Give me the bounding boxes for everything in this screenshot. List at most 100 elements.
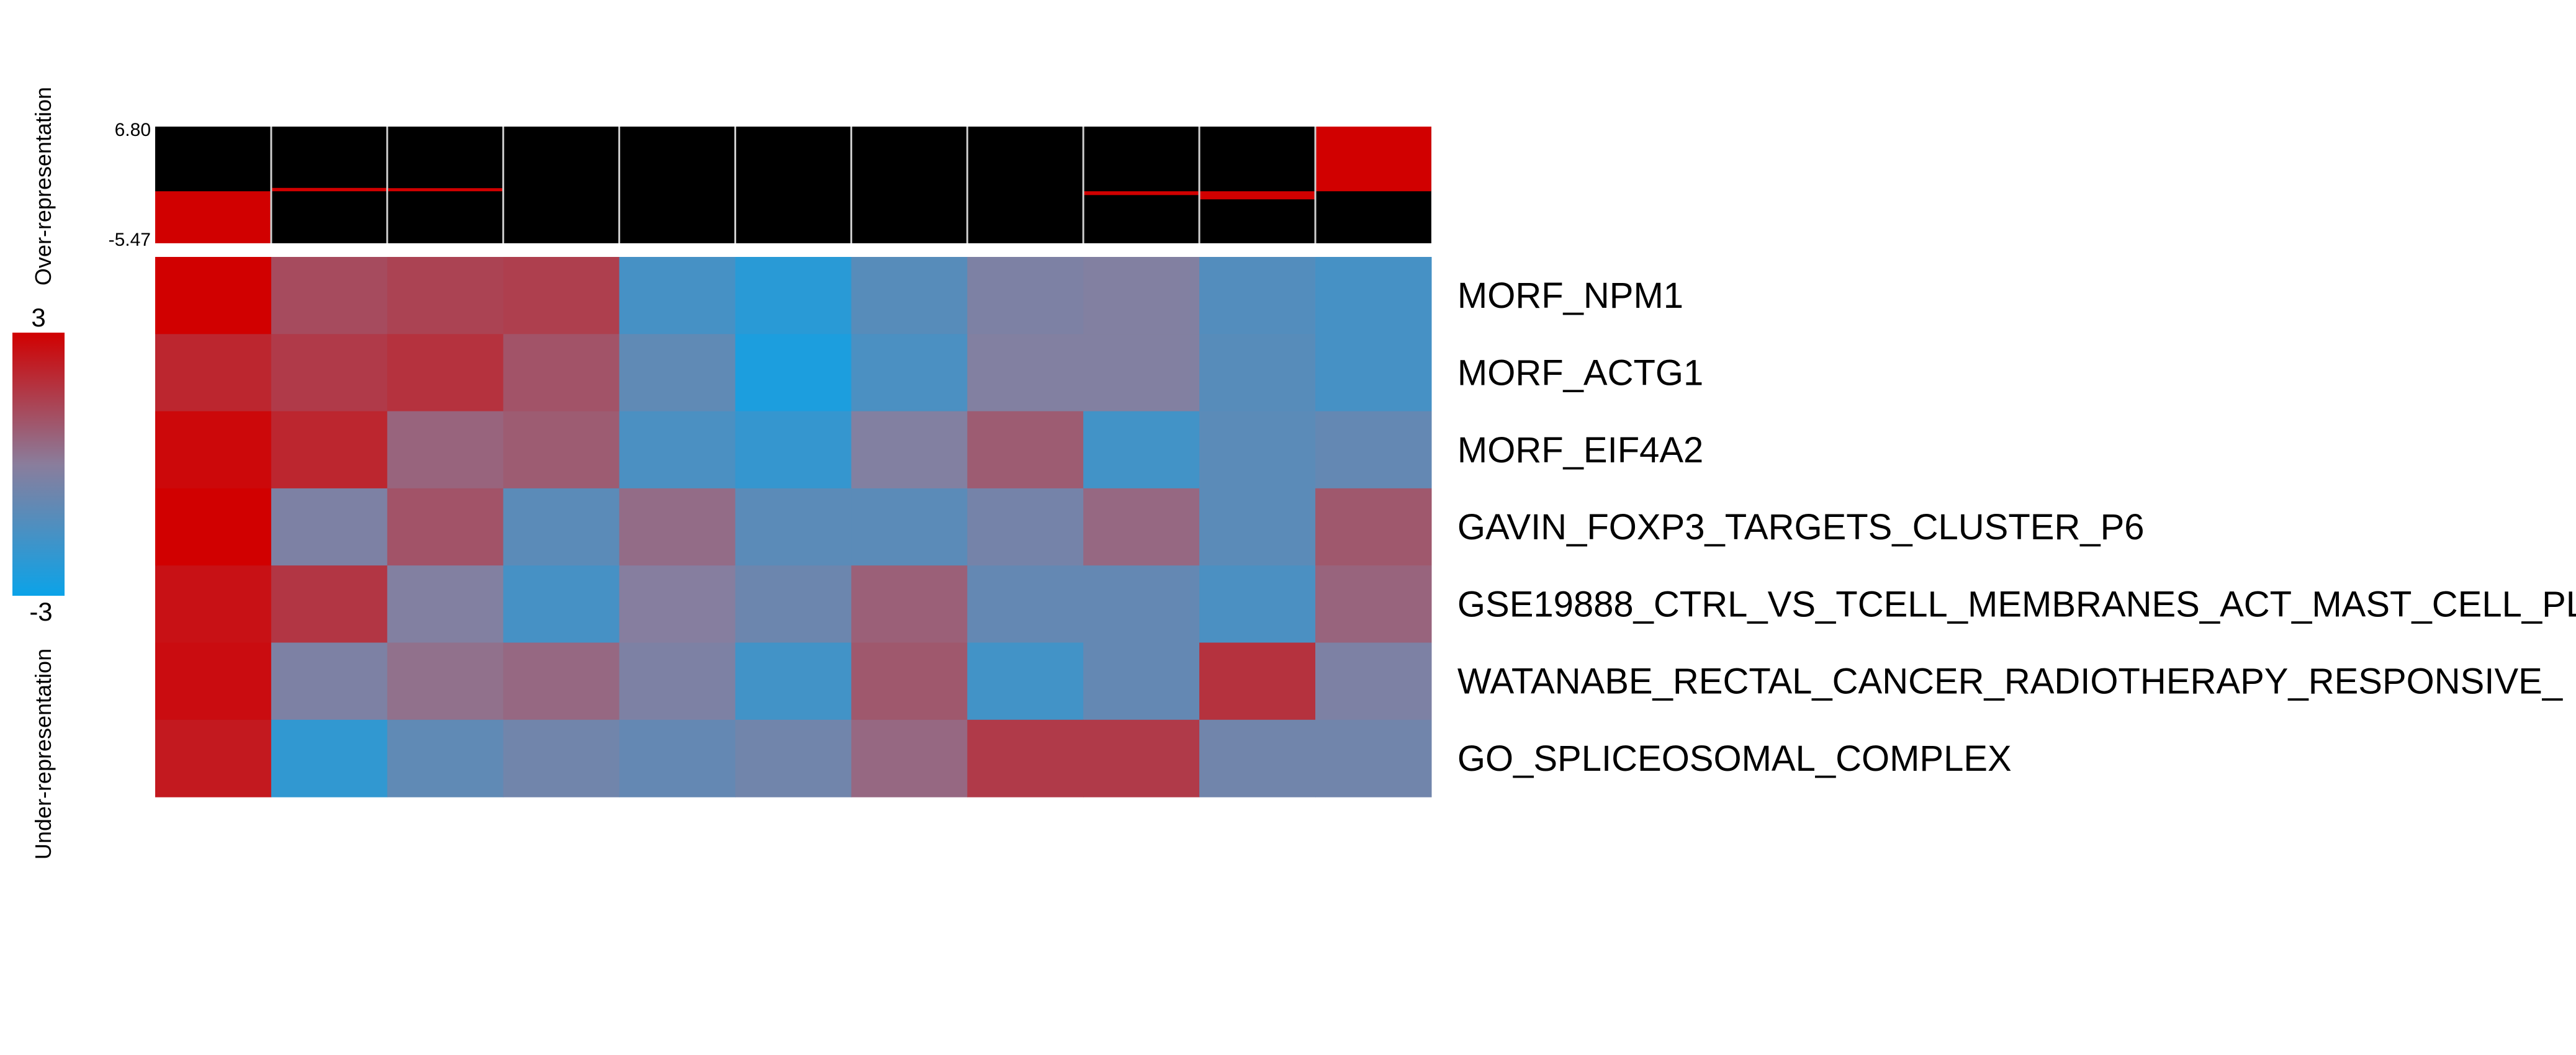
heatmap-cell bbox=[851, 488, 968, 566]
heatmap-cell bbox=[1199, 334, 1316, 412]
heatmap-cell bbox=[271, 719, 388, 797]
bar-panel-bar bbox=[1315, 127, 1431, 192]
row-label: WATANABE_RECTAL_CANCER_RADIOTHERAPY_RESP… bbox=[1457, 662, 2563, 702]
heatmap-cell bbox=[387, 334, 504, 412]
heatmap-cell bbox=[735, 488, 852, 566]
heatmap-cell bbox=[271, 257, 388, 334]
heatmap-cell bbox=[1315, 257, 1432, 334]
heatmap-cell bbox=[851, 719, 968, 797]
bar-panel-ymin-label: -5.47 bbox=[109, 230, 151, 250]
heatmap-cell bbox=[1315, 565, 1432, 644]
heatmap-cell bbox=[1199, 257, 1316, 334]
heatmap-cell bbox=[967, 642, 1084, 721]
heatmap-cell bbox=[851, 642, 968, 721]
heatmap-cell bbox=[851, 565, 968, 644]
heatmap-cell bbox=[735, 565, 852, 644]
heatmap-cell bbox=[1315, 719, 1432, 797]
colorbar-max-label: 3 bbox=[31, 303, 45, 332]
heatmap-cell bbox=[155, 565, 272, 644]
bar-panel-cell bbox=[1199, 127, 1315, 243]
heatmap-cell bbox=[1199, 565, 1316, 644]
bar-panel-cell bbox=[503, 127, 619, 243]
heatmap-cell bbox=[271, 334, 388, 412]
heatmap-cell bbox=[387, 719, 504, 797]
bar-panel-bar bbox=[1083, 191, 1200, 195]
heatmap-cell bbox=[1199, 411, 1316, 489]
heatmap-cell bbox=[619, 565, 736, 644]
heatmap-cell bbox=[967, 565, 1084, 644]
heatmap-cell bbox=[619, 642, 736, 721]
heatmap-cell bbox=[1315, 334, 1432, 412]
bar-panel-cell bbox=[851, 127, 968, 243]
row-label: MORF_EIF4A2 bbox=[1457, 430, 1703, 470]
heatmap-cell bbox=[1315, 411, 1432, 489]
heatmap-cell bbox=[387, 488, 504, 566]
row-label: GO_SPLICEOSOMAL_COMPLEX bbox=[1457, 738, 2012, 779]
bar-panel-cell bbox=[967, 127, 1084, 243]
row-label: GSE19888_CTRL_VS_TCELL_MEMBRANES_ACT_MAS… bbox=[1457, 584, 2576, 624]
heatmap-cell bbox=[619, 411, 736, 489]
heatmap-grid bbox=[155, 257, 1432, 797]
heatmap-cell bbox=[735, 257, 852, 334]
heatmap-cell bbox=[503, 719, 620, 797]
row-label: MORF_ACTG1 bbox=[1457, 352, 1703, 393]
bar-panel-cell bbox=[1083, 127, 1200, 243]
heatmap-cell bbox=[155, 411, 272, 489]
heatmap-cell bbox=[503, 642, 620, 721]
heatmap-cell bbox=[619, 719, 736, 797]
bar-panel-cell bbox=[387, 127, 503, 243]
heatmap-cell bbox=[967, 334, 1084, 412]
heatmap-cell bbox=[387, 257, 504, 334]
bar-panel-cell bbox=[619, 127, 736, 243]
row-labels: MORF_NPM1 MORF_ACTG1 MORF_EIF4A2 GAVIN_FOXP… bbox=[1457, 276, 2576, 779]
heatmap-cell bbox=[735, 642, 852, 721]
heatmap-cell bbox=[851, 257, 968, 334]
heatmap-cell bbox=[619, 488, 736, 566]
heatmap-cell bbox=[155, 257, 272, 334]
heatmap-cell bbox=[503, 257, 620, 334]
heatmap-cell bbox=[1315, 642, 1432, 721]
heatmap-cell bbox=[155, 334, 272, 412]
heatmap-cell bbox=[271, 642, 388, 721]
heatmap-cell bbox=[155, 719, 272, 797]
heatmap-cell bbox=[387, 411, 504, 489]
bar-panel-cell bbox=[735, 127, 852, 243]
heatmap-cell bbox=[735, 334, 852, 412]
heatmap-cell bbox=[1083, 257, 1200, 334]
heatmap-cell bbox=[1083, 642, 1200, 721]
colorbar bbox=[12, 333, 65, 596]
heatmap-cell bbox=[619, 257, 736, 334]
colorbar-min-label: -3 bbox=[29, 597, 52, 626]
heatmap-cell bbox=[967, 257, 1084, 334]
heatmap-cell bbox=[851, 334, 968, 412]
heatmap-cell bbox=[1083, 719, 1200, 797]
heatmap-cell bbox=[271, 411, 388, 489]
heatmap-cell bbox=[1199, 488, 1316, 566]
heatmap-cell bbox=[851, 411, 968, 489]
heatmap-cell bbox=[271, 565, 388, 644]
row-label: MORF_NPM1 bbox=[1457, 276, 1683, 316]
heatmap-cell bbox=[1083, 488, 1200, 566]
heatmap-cell bbox=[1083, 565, 1200, 644]
heatmap-cell bbox=[967, 719, 1084, 797]
bar-panel bbox=[155, 127, 1431, 243]
heatmap-cell bbox=[1199, 719, 1316, 797]
heatmap-cell bbox=[1083, 334, 1200, 412]
heatmap-cell bbox=[1199, 642, 1316, 721]
heatmap-cell bbox=[619, 334, 736, 412]
bar-panel-bar bbox=[1199, 191, 1315, 200]
bar-panel-bar bbox=[155, 191, 271, 243]
heatmap-cell bbox=[1083, 411, 1200, 489]
bar-panel-bar bbox=[271, 187, 387, 192]
heatmap-cell bbox=[387, 565, 504, 644]
heatmap-cell bbox=[155, 488, 272, 566]
bar-panel-cell bbox=[271, 127, 387, 243]
row-label: GAVIN_FOXP3_TARGETS_CLUSTER_P6 bbox=[1457, 507, 2145, 547]
heatmap-cell bbox=[503, 565, 620, 644]
heatmap-cell bbox=[735, 719, 852, 797]
over-representation-label: Over-representation bbox=[30, 87, 56, 285]
heatmap-cell bbox=[503, 334, 620, 412]
heatmap-cell bbox=[967, 488, 1084, 566]
heatmap-cell bbox=[271, 488, 388, 566]
